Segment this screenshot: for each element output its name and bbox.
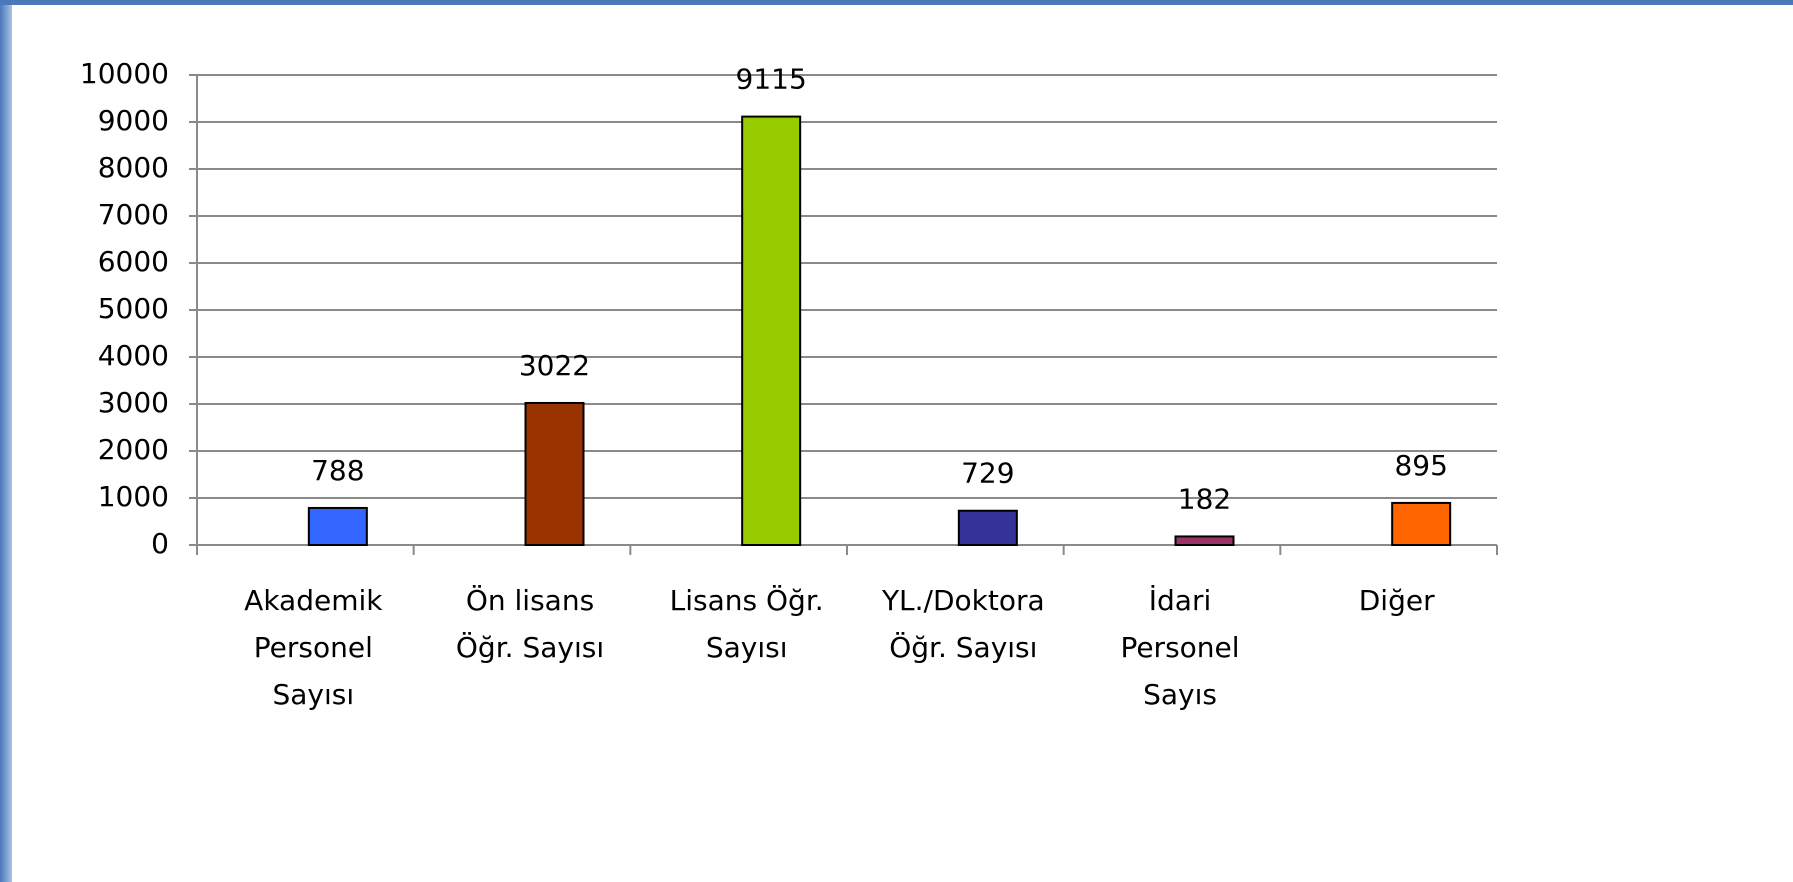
x-tick-label: Öğr. Sayısı <box>889 630 1037 664</box>
x-tick-label: Personel <box>1120 631 1239 664</box>
bar <box>524 401 585 546</box>
x-tick-label: Personel <box>254 631 373 664</box>
data-label: 895 <box>1394 449 1447 482</box>
y-tick-label: 3000 <box>98 386 169 419</box>
x-tick-label: Ön lisans <box>466 583 594 617</box>
x-tick-label: Sayısı <box>273 678 355 711</box>
data-label: 788 <box>311 454 364 487</box>
y-tick-label: 4000 <box>98 339 169 372</box>
y-tick-label: 5000 <box>98 292 169 325</box>
data-label: 729 <box>961 457 1014 490</box>
bar <box>1174 535 1235 546</box>
x-tick-label: Öğr. Sayısı <box>456 630 604 664</box>
y-tick-label: 0 <box>151 527 169 560</box>
y-tick-label: 6000 <box>98 245 169 278</box>
y-tick-label: 2000 <box>98 433 169 466</box>
data-label: 182 <box>1178 482 1231 515</box>
y-tick-label: 1000 <box>98 480 169 513</box>
data-label: 9115 <box>736 63 807 96</box>
bar <box>741 115 802 546</box>
x-tick-label: Lisans Öğr. <box>670 583 824 617</box>
x-tick-label: Sayıs <box>1143 678 1217 711</box>
bar <box>1391 501 1452 546</box>
bar <box>307 506 368 546</box>
x-tick-label: Diğer <box>1359 584 1435 617</box>
y-tick-label: 10000 <box>80 57 169 90</box>
y-tick-label: 7000 <box>98 198 169 231</box>
y-tick-label: 8000 <box>98 151 169 184</box>
x-tick-label: YL./Doktora <box>881 584 1045 617</box>
x-tick-label: Sayısı <box>706 631 788 664</box>
top-edge <box>0 0 1793 5</box>
y-tick-label: 9000 <box>98 104 169 137</box>
x-tick-label: İdari <box>1149 584 1211 617</box>
data-label: 3022 <box>519 349 590 382</box>
bar <box>957 509 1018 546</box>
left-edge <box>0 0 12 882</box>
x-tick-label: Akademik <box>244 584 383 617</box>
